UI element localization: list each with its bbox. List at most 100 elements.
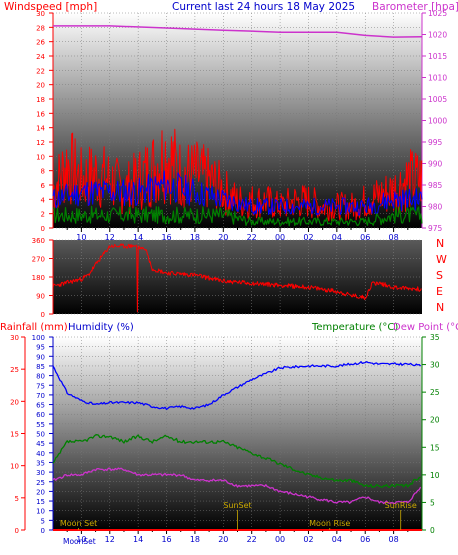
data-series: Moon Set SunSet Moon Rise SunRise [52,25,423,531]
axes: 0246810121416182022242628309759809859909… [10,9,447,546]
x-tick-label: 10 [76,233,86,242]
x-tick-label: 08 [389,535,399,544]
temperature-tick-label: 15 [430,443,440,452]
direction-tick-label: 270 [32,256,45,264]
x-tick-label: 12 [105,535,115,544]
x-tick-label: 12 [105,233,115,242]
barometer-tick-label: 1025 [428,9,447,18]
temperature-tick-label: 25 [430,388,440,397]
x-tick-label: 04 [332,233,342,242]
rainfall-tick-label: 25 [10,366,19,374]
event-label: SunRise [385,501,417,510]
wind-tick-label: 14 [36,125,45,133]
barometer-tick-label: 995 [428,138,443,147]
wind-tick-label: 10 [36,153,45,161]
humidity-tick-label: 75 [36,382,45,390]
direction-tick-label: 90 [36,293,45,301]
wind-tick-label: 2 [41,211,45,219]
x-tick-label: 14 [133,535,143,544]
temp-panel-gridlines [53,336,422,531]
event-label: Moon Set [60,519,97,528]
temperature-line [52,434,421,489]
temperature-axis-title: Temperature (°C) [311,322,398,333]
moonset-bottom-label: MoonSet [63,537,96,546]
barometer-axis-title: Barometer [hpa] [372,1,458,13]
humidity-tick-label: 95 [36,344,45,352]
direction-tick-label: 360 [32,237,45,245]
barometer-tick-label: 980 [428,203,443,212]
dewpoint-line [52,467,422,505]
x-tick-label: 18 [190,535,200,544]
direction-panel-gridlines [53,239,422,315]
x-tick-label: 10 [76,535,86,544]
wind-tick-label: 26 [36,39,45,47]
barometer-line [53,25,423,38]
wind-tick-label: 12 [36,139,45,147]
temperature-tick-label: 30 [430,361,440,370]
humidity-tick-label: 15 [36,498,45,506]
chart-title: Current last 24 hours 18 May 2025 [172,1,355,13]
direction-tick-label: 0 [41,311,45,319]
barometer-tick-label: 985 [428,181,443,190]
humidity-tick-label: 10 [36,508,45,516]
windspeed-axis-title: Windspeed [mph] [4,1,97,13]
compass-label: N [436,301,444,314]
humidity-tick-label: 80 [36,373,45,381]
wind-tick-label: 8 [41,168,45,176]
temperature-tick-label: 0 [430,526,435,535]
dewpoint-axis-title: Dew Point (°C [393,322,458,333]
x-tick-label: 02 [303,233,313,242]
wind-tick-label: 22 [36,67,45,75]
wind-tick-label: 20 [36,82,45,90]
x-tick-label: 18 [190,233,200,242]
humidity-tick-label: 5 [41,517,45,525]
humidity-tick-label: 85 [36,363,45,371]
humidity-axis-title: Humidity (%) [68,322,134,333]
humidity-tick-label: 25 [36,479,45,487]
x-tick-label: 08 [389,233,399,242]
barometer-tick-label: 1015 [428,52,447,61]
x-tick-label: 16 [161,535,171,544]
humidity-tick-label: 35 [36,459,45,467]
rainfall-tick-label: 20 [10,398,19,406]
humidity-tick-label: 45 [36,440,45,448]
temperature-tick-label: 5 [430,498,435,507]
temperature-tick-label: 35 [430,333,440,342]
barometer-tick-label: 1010 [428,74,447,83]
wind-direction-line [52,243,422,313]
rainfall-axis-title: Rainfall (mm) [0,322,68,333]
wind-tick-label: 18 [36,96,45,104]
barometer-tick-label: 1005 [428,95,447,104]
x-tick-label: 02 [303,535,313,544]
x-tick-label: 00 [275,535,285,544]
x-tick-label: 00 [275,233,285,242]
humidity-tick-label: 100 [32,334,45,342]
x-tick-label: 06 [360,233,370,242]
barometer-tick-label: 990 [428,160,443,169]
humidity-tick-label: 70 [36,392,45,400]
humidity-tick-label: 0 [41,527,45,535]
humidity-tick-label: 40 [36,450,45,458]
x-tick-label: 22 [247,535,257,544]
humidity-tick-label: 20 [36,488,45,496]
x-tick-label: 04 [332,535,342,544]
compass-label: S [436,269,443,282]
wind-tick-label: 4 [41,196,46,204]
x-tick-label: 14 [133,233,143,242]
x-tick-label: 20 [218,233,228,242]
humidity-tick-label: 90 [36,353,45,361]
direction-panel-plot-area [53,240,422,314]
humidity-line [52,361,422,411]
humidity-tick-label: 50 [36,431,45,439]
wind-tick-label: 24 [36,53,45,61]
wind-tick-label: 0 [41,225,45,233]
humidity-tick-label: 55 [36,421,45,429]
compass-label: W [436,253,447,266]
temperature-tick-label: 10 [430,471,440,480]
direction-tick-label: 180 [32,274,45,282]
event-label: Moon Rise [309,519,350,528]
humidity-tick-label: 30 [36,469,45,477]
compass-label: N [436,237,444,250]
x-tick-label: 22 [247,233,257,242]
